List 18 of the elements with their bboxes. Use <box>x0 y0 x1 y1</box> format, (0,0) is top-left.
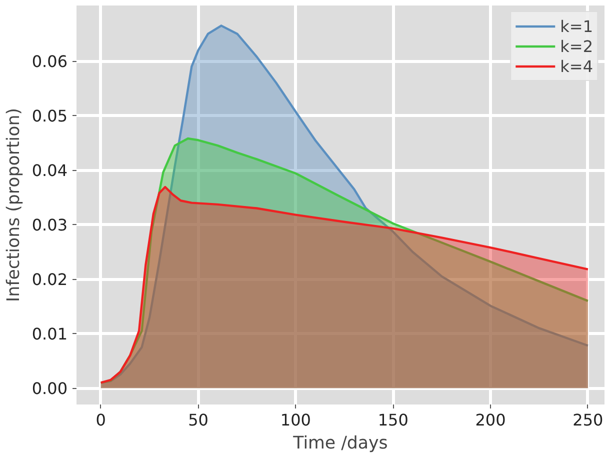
y-tick-label: 0.01 <box>32 324 68 344</box>
x-tick-label: 100 <box>280 410 311 430</box>
y-tick-label: 0.05 <box>32 106 68 126</box>
y-tick-label: 0.03 <box>32 216 68 235</box>
y-tick-label: 0.00 <box>32 379 68 398</box>
legend-label: k=2 <box>560 36 593 56</box>
x-tick-label: 0 <box>96 410 106 430</box>
legend-label: k=1 <box>560 16 593 36</box>
x-tick-label: 200 <box>475 410 506 430</box>
x-tick-label: 250 <box>572 410 604 430</box>
x-tick-label: 50 <box>188 410 208 430</box>
y-tick-label: 0.04 <box>32 161 68 180</box>
y-tick-label: 0.06 <box>32 52 68 72</box>
y-axis-title: Infections (proportion) <box>4 108 24 302</box>
y-tick-label: 0.02 <box>32 270 68 290</box>
legend-label: k=4 <box>560 56 593 76</box>
x-tick-label: 150 <box>378 410 408 430</box>
x-axis-title: Time /days <box>292 434 388 454</box>
